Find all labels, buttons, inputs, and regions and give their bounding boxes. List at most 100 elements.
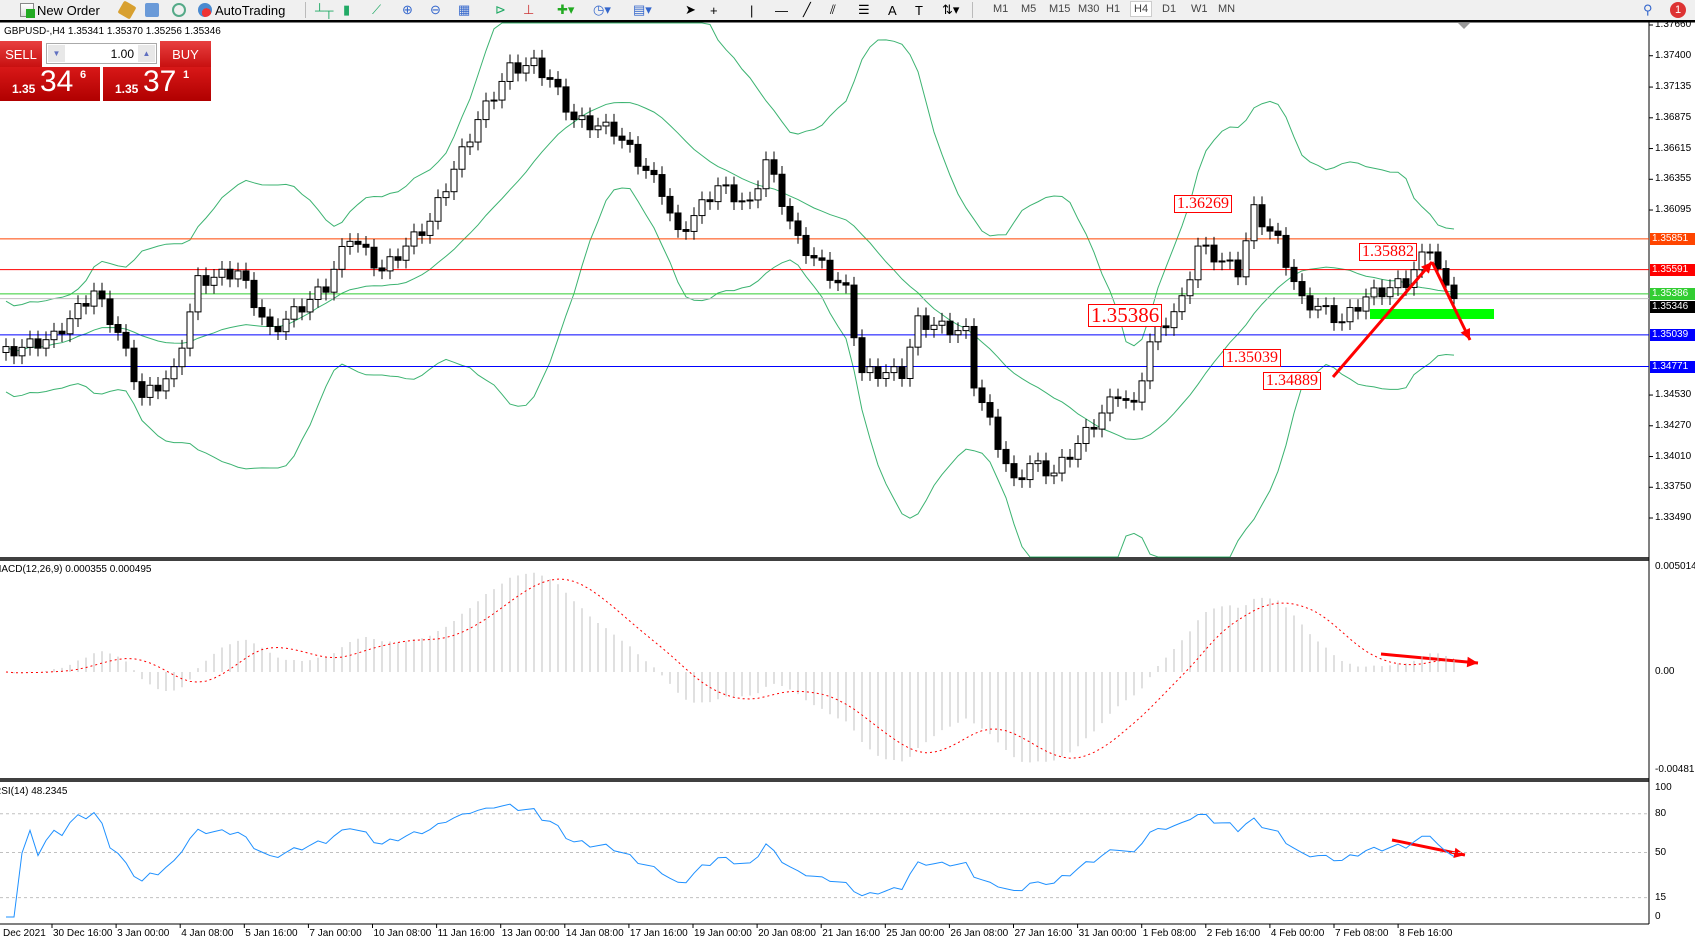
autoscroll-icon[interactable]: ⊥ [523,2,535,17]
crosshair-icon[interactable]: + [710,2,718,18]
macd-tick-label: -0.004812 [1655,764,1695,775]
candle-bear [370,246,378,269]
lot-decrease-button[interactable]: ▼ [48,45,65,62]
candle-bull [458,146,466,170]
navigator-icon[interactable] [145,0,162,20]
autotrading-button[interactable]: AutoTrading [198,0,285,20]
candle-bear [658,174,666,197]
price-tag: 1.35346 [1650,300,1695,313]
sell-price[interactable]: 1.35 34 6 [0,65,100,101]
candle-bull [66,318,74,335]
timeframe-w1[interactable]: W1 [1191,3,1208,15]
timeframe-mn[interactable]: MN [1218,3,1236,15]
time-tick-label: 30 Dec 16:00 [53,928,113,939]
timeframe-m30[interactable]: M30 [1078,3,1100,15]
cursor-icon[interactable]: ➤ [685,2,696,17]
candle-bull [1362,296,1370,312]
notifications-button[interactable]: 1 [1670,0,1686,20]
trendline-icon[interactable]: ╱ [803,2,811,17]
arrow-up-head [1420,262,1432,274]
buy-price[interactable]: 1.35 37 1 [103,65,211,101]
candle-bear [1274,230,1282,236]
text-label-icon[interactable]: T [915,2,923,18]
candle-bear [706,199,714,203]
candle-bear [266,316,274,327]
candle-bear [842,282,850,286]
candle-bear [802,234,810,257]
candle-bull [74,303,82,320]
vertical-line-icon[interactable]: | [750,2,754,18]
candle-bull [738,200,746,203]
timeframe-m1[interactable]: M1 [993,3,1009,15]
candle-bear [682,229,690,232]
candle-bull [50,330,58,341]
price-tick-label: 1.36355 [1655,173,1692,185]
bar-chart-icon[interactable]: ┴┬ [315,2,334,18]
bollinger-lower [5,187,1455,558]
candle-bear [10,346,18,357]
candle-bull [306,298,314,313]
candle-bear [562,86,570,113]
time-tick-label: 10 Jan 08:00 [373,928,432,939]
arrows-icon[interactable]: ⇅▾ [942,2,960,17]
price-tick-label: 1.37400 [1655,49,1692,61]
candle-bull [866,366,874,374]
candlestick-icon[interactable]: ▮ [343,2,351,17]
time-tick-label: 25 Jan 00:00 [886,928,945,939]
lot-size-input[interactable]: ▼ 1.00 ▲ [46,43,157,64]
line-chart-icon[interactable]: ⟋ [372,2,382,17]
candle-bear [354,240,362,245]
timeframe-h4[interactable]: H4 [1130,1,1153,17]
price-label[interactable]: 1.35039 [1223,349,1281,367]
timeframe-m5[interactable]: M5 [1021,3,1037,15]
price-tag: 1.34771 [1650,360,1695,373]
rsi-tick-label: 50 [1655,846,1667,858]
zoom-out-icon[interactable]: ⊖ [430,2,441,17]
chart-shift-icon[interactable]: ⊳ [495,2,506,17]
timeframe-m15[interactable]: M15 [1049,3,1071,15]
candle-bull [1178,295,1186,313]
channel-icon[interactable]: ⫽ [830,2,836,17]
timeframe-d1[interactable]: D1 [1162,3,1177,15]
candle-bull [506,62,514,82]
horizontal-line-icon[interactable]: — [775,2,788,18]
search-icon[interactable]: ⚲ [1643,2,1653,17]
timeframe-h1[interactable]: H1 [1106,3,1121,15]
indicators-icon[interactable]: ✚▾ [557,2,575,17]
price-tag: 1.35386 [1650,287,1695,300]
price-label[interactable]: 1.35882 [1359,243,1417,261]
price-label[interactable]: 1.34889 [1263,372,1321,390]
candle-bull [594,125,602,131]
text-icon[interactable]: A [888,2,897,18]
price-tick-label: 1.36095 [1655,204,1692,216]
candle-bull [1426,251,1434,254]
candle-bull [722,184,730,187]
candle-bear [1258,204,1266,228]
candle-bear [730,184,738,203]
candle-bear [674,212,682,231]
periods-icon[interactable]: ◷▾ [593,2,611,17]
candle-bear [226,268,234,280]
candle-bear [794,220,802,236]
tile-windows-icon[interactable]: ▦ [458,2,471,17]
candle-bull [1346,307,1354,323]
candle-bull [386,256,394,272]
templates-icon[interactable]: ▤▾ [633,2,652,17]
price-label[interactable]: 1.36269 [1174,195,1232,213]
price-tag: 1.35591 [1650,263,1695,276]
fibonacci-icon[interactable]: ☰ [858,2,870,17]
lot-increase-button[interactable]: ▲ [138,45,155,62]
candle-bear [1402,278,1410,288]
candle-bull [746,199,754,202]
price-label-large[interactable]: 1.35386 [1088,304,1163,327]
buy-button[interactable]: BUY [160,41,211,67]
candle-bull [762,159,770,190]
candle-bull [754,188,762,201]
new-order-button[interactable]: New Order [20,0,100,20]
candle-bull [1146,341,1154,382]
zoom-in-icon[interactable]: ⊕ [402,2,413,17]
sell-button[interactable]: SELL [0,41,42,67]
signal-icon[interactable] [172,0,189,20]
candle-bull [466,141,474,148]
